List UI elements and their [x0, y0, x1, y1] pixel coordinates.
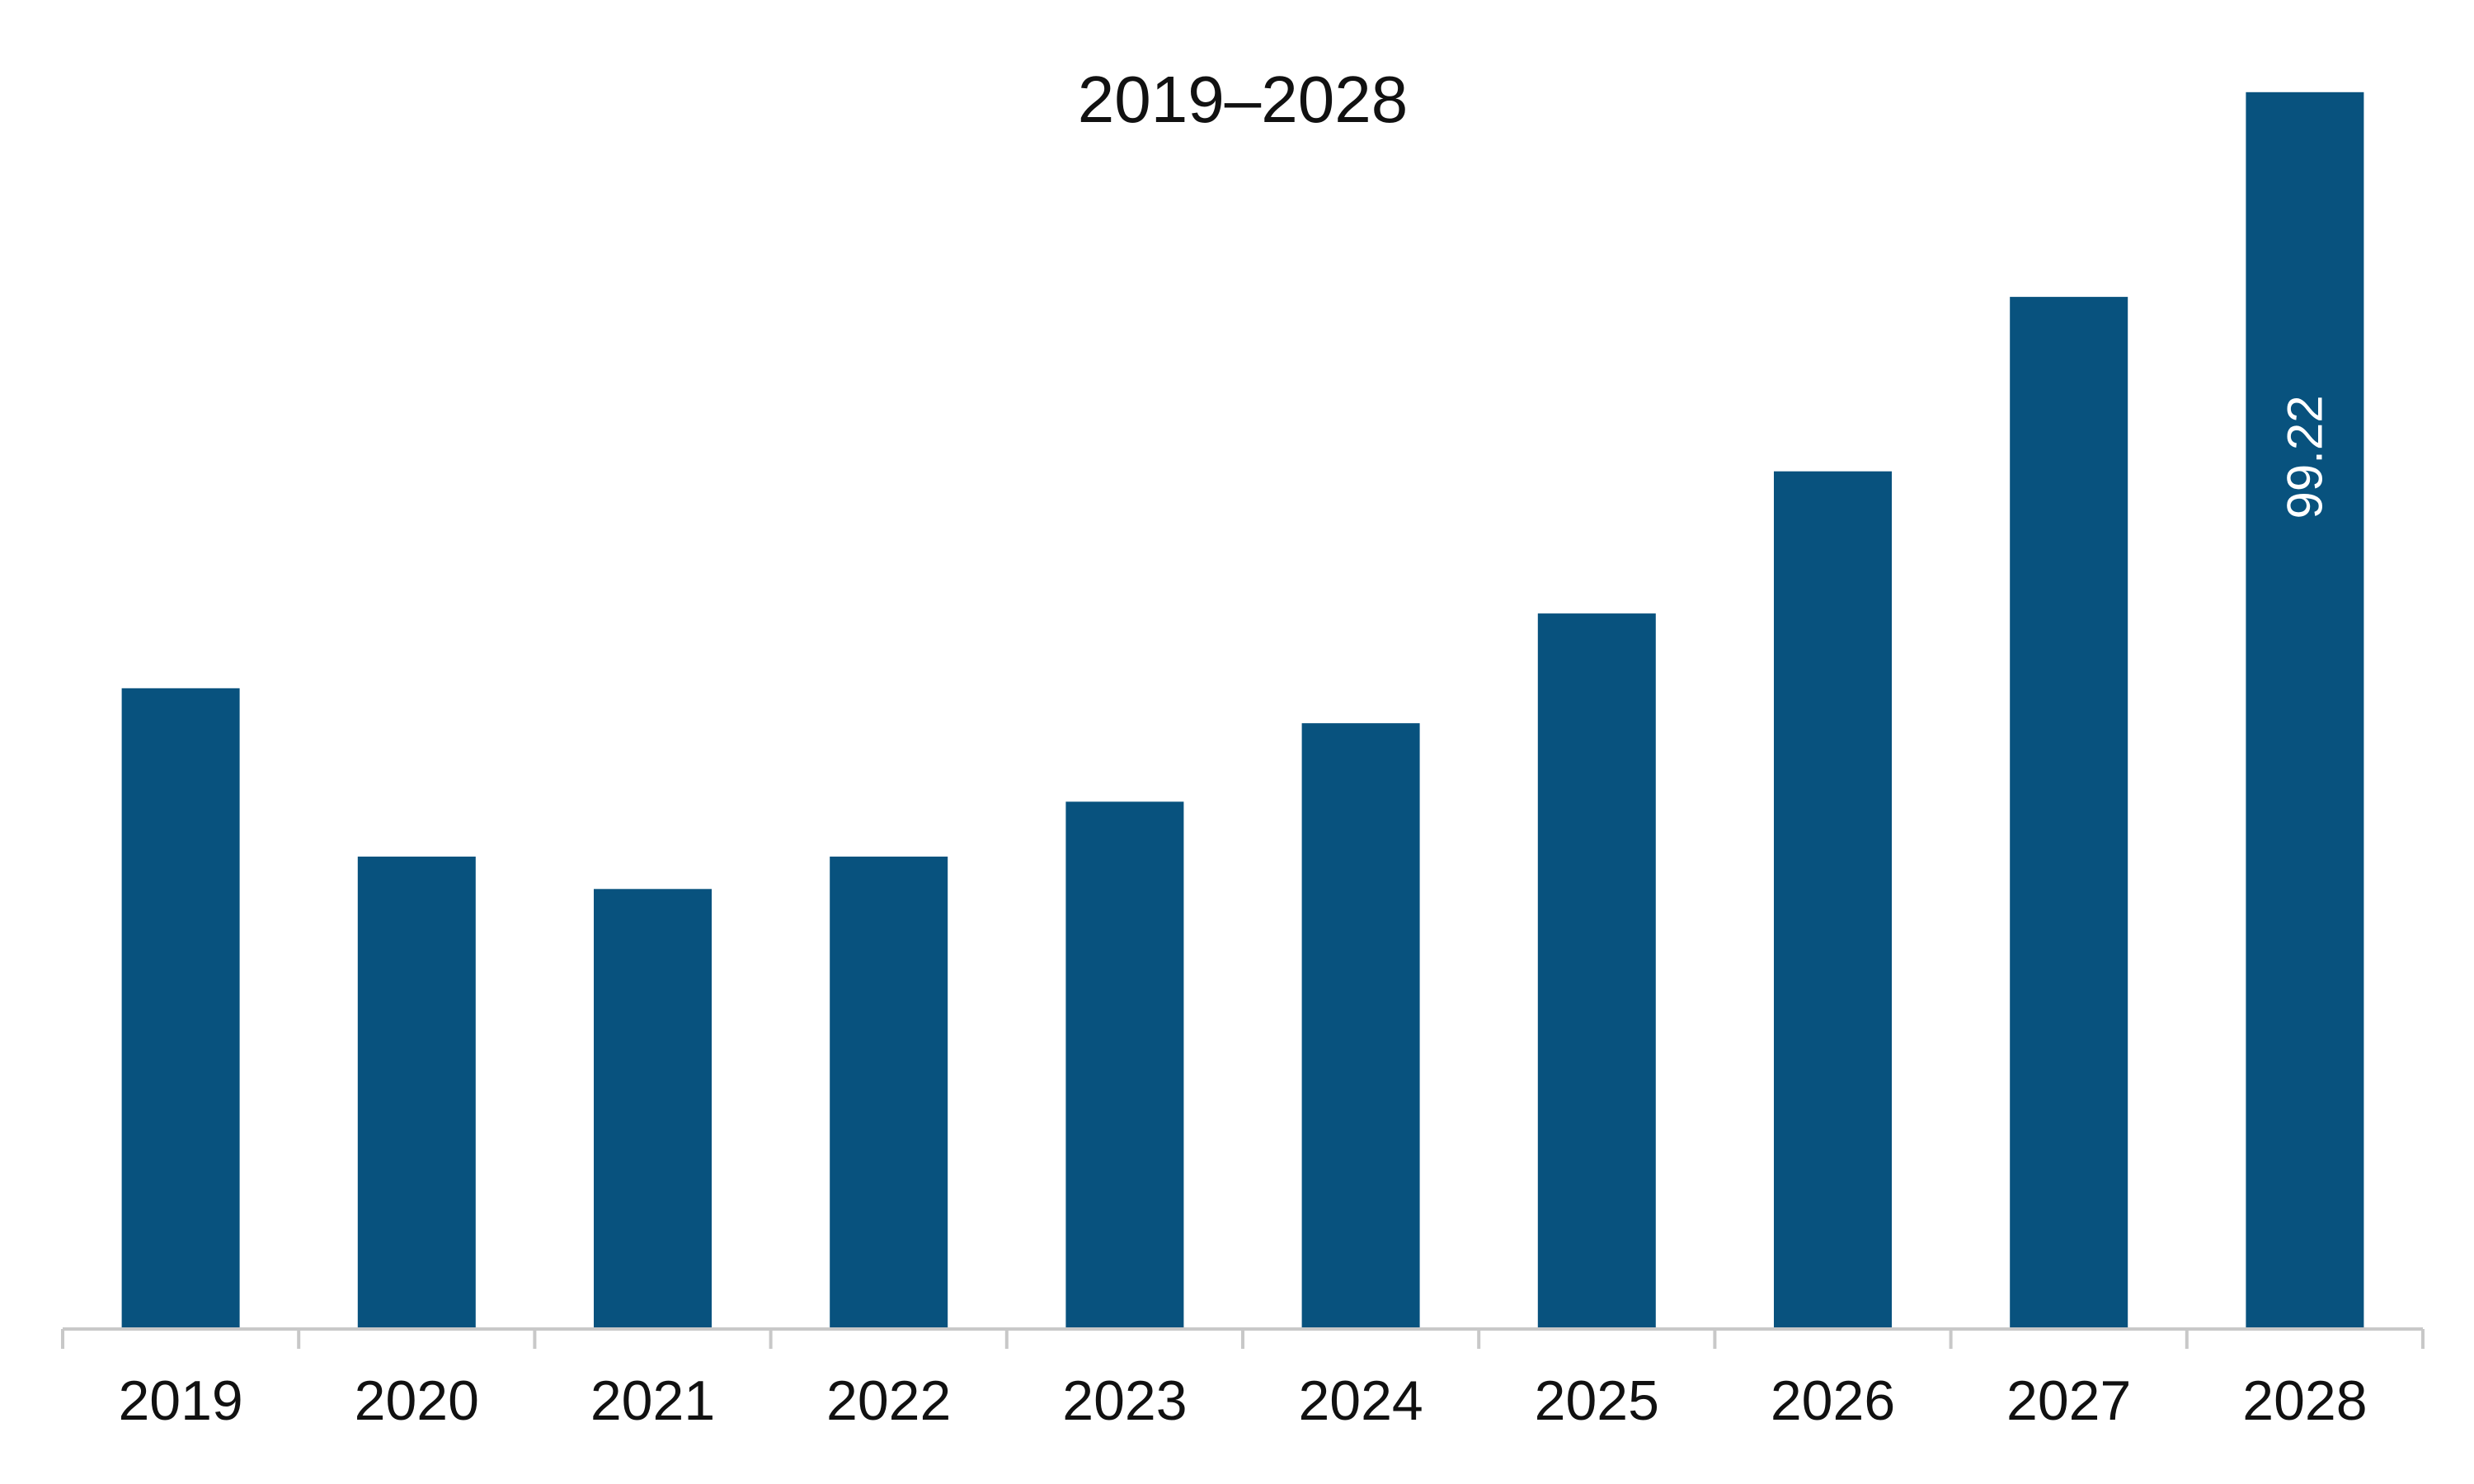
bars-layer: [121, 92, 2364, 1330]
data-labels: 99.22: [2277, 395, 2332, 519]
x-tick-label-2028: 2028: [2242, 1369, 2367, 1432]
bar-2025: [1537, 613, 1656, 1329]
bar-2019: [121, 688, 240, 1329]
bar-2027: [2010, 297, 2128, 1330]
bar-2020: [357, 857, 476, 1329]
x-tick-label-2020: 2020: [355, 1369, 479, 1432]
bar-2021: [594, 889, 712, 1329]
x-tick-label-2019: 2019: [118, 1369, 242, 1432]
data-label-2028: 99.22: [2277, 395, 2332, 519]
bar-2023: [1065, 801, 1184, 1329]
x-tick-label-2022: 2022: [826, 1369, 951, 1432]
x-axis: [61, 1327, 2425, 1349]
x-tick-label-2025: 2025: [1535, 1369, 1659, 1432]
x-tick-labels: 2019 2020 2021 2022 2023 2024 2025 2026 2027 2028: [118, 1369, 2367, 1432]
bar-2028: [2246, 92, 2364, 1329]
bar-2022: [830, 857, 948, 1329]
x-tick-label-2024: 2024: [1298, 1369, 1423, 1432]
x-tick-label-2021: 2021: [590, 1369, 715, 1432]
x-tick-label-2027: 2027: [2006, 1369, 2131, 1432]
x-tick-label-2026: 2026: [1771, 1369, 1895, 1432]
chart-title: 2019–2028: [1078, 63, 1408, 136]
bar-2026: [1774, 471, 1892, 1330]
x-tick-label-2023: 2023: [1062, 1369, 1187, 1432]
bar-2024: [1301, 723, 1420, 1329]
